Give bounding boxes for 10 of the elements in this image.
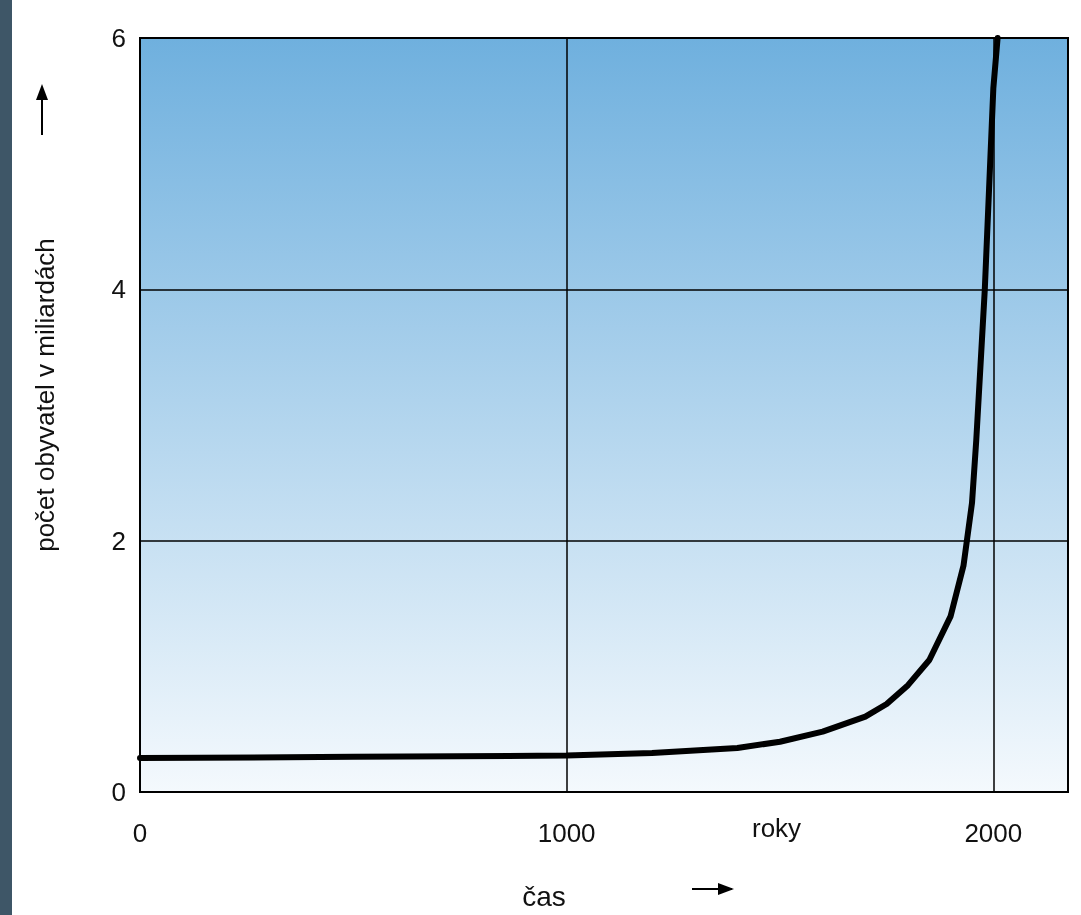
y-tick-label: 0 (111, 777, 126, 807)
x-tick-label: 1000 (537, 818, 596, 848)
x-tick-label: 2000 (964, 818, 1023, 848)
y-axis-title: počet obyvatel v miliardách (30, 238, 60, 552)
y-tick-label: 4 (111, 274, 126, 305)
x-tick-label: 0 (132, 818, 148, 848)
x-axis-title: čas (522, 880, 566, 912)
y-tick-label: 2 (111, 525, 126, 556)
text: roky (752, 813, 802, 843)
y-tick-label: 6 (111, 23, 126, 53)
